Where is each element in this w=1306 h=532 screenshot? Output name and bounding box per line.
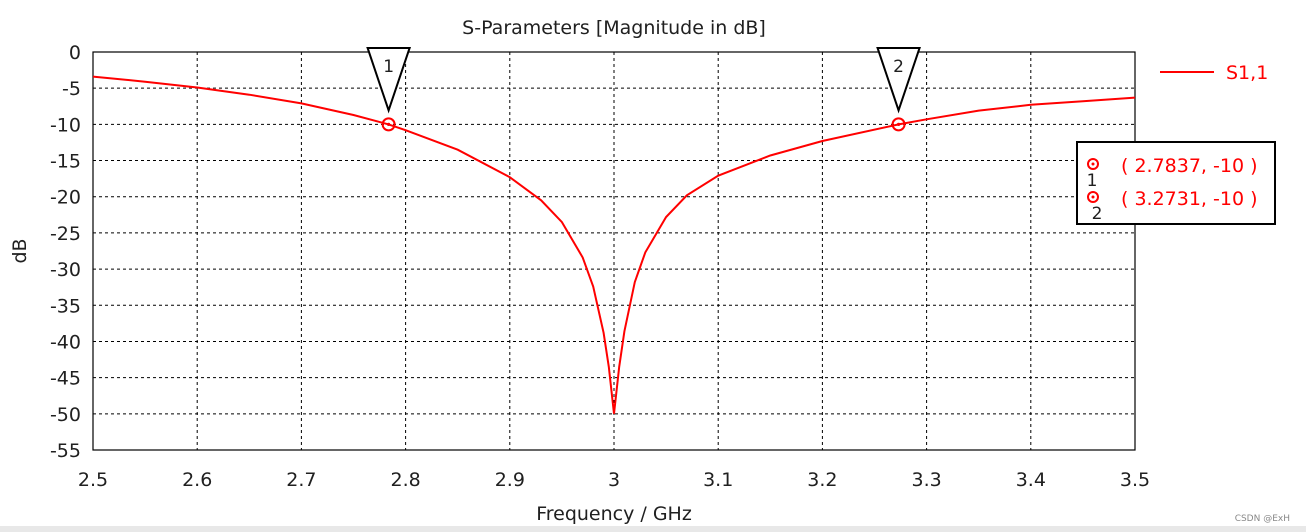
marker-readout-box: 1 ( 2.7837, -10 ) 2 ( 3.2731, -10 ) (1076, 141, 1276, 225)
y-tick-label: -15 (50, 151, 81, 173)
x-tick-label: 3.4 (1016, 469, 1046, 491)
readout-1-value: ( 2.7837, -10 ) (1121, 155, 1258, 177)
x-tick-label: 2.9 (495, 469, 525, 491)
marker-flag-2 (876, 47, 921, 114)
legend-label-s11: S1,1 (1226, 62, 1268, 84)
marker-flag-label-2: 2 (893, 57, 904, 77)
y-tick-label: 0 (69, 42, 81, 64)
readout-2-value: ( 3.2731, -10 ) (1121, 188, 1258, 210)
y-tick-label: -10 (50, 114, 81, 136)
x-axis-ticks: 2.5 2.6 2.7 2.8 2.9 3 3.1 3.2 3.3 3.4 3.5 (78, 469, 1150, 491)
marker-point-2 (891, 117, 906, 132)
x-tick-label: 2.5 (78, 469, 108, 491)
x-tick-label: 2.8 (390, 469, 420, 491)
x-tick-label: 3.2 (807, 469, 837, 491)
marker-readout-frame (1076, 141, 1276, 225)
legend: S1,1 (1160, 62, 1268, 84)
x-tick-label: 3.1 (703, 469, 733, 491)
readout-2-label: 2 (1092, 204, 1103, 224)
plot-area (92, 51, 1136, 451)
y-tick-label: -35 (50, 295, 81, 317)
y-tick-label: -45 (50, 368, 81, 390)
grid-lines (93, 52, 1135, 450)
x-tick-label: 3.3 (911, 469, 941, 491)
y-axis-label: dB (9, 238, 31, 263)
y-axis-ticks: 0 -5 -10 -15 -20 -25 -30 -35 -40 -45 -50 -55 (50, 42, 81, 462)
watermark-text: CSDN @ExH (1235, 514, 1290, 524)
x-axis-label: Frequency / GHz (536, 503, 692, 525)
readout-1-marker-icon (1087, 158, 1099, 170)
marker-flag-label-1: 1 (383, 57, 394, 77)
readout-1-label: 1 (1087, 171, 1098, 191)
y-tick-label: -25 (50, 223, 81, 245)
x-tick-label: 3.5 (1120, 469, 1150, 491)
y-tick-label: -50 (50, 404, 81, 426)
x-tick-label: 3 (608, 469, 620, 491)
y-tick-label: -5 (62, 78, 81, 100)
marker-flag-1 (366, 47, 412, 114)
x-tick-label: 2.7 (286, 469, 316, 491)
y-tick-label: -40 (50, 331, 81, 353)
x-tick-label: 2.6 (182, 469, 212, 491)
y-tick-label: -30 (50, 259, 81, 281)
y-tick-label: -20 (50, 187, 81, 209)
bottom-scroll-strip (0, 526, 1306, 532)
marker-point-1 (381, 117, 396, 132)
marker-point-center-2 (896, 122, 901, 126)
readout-1-marker-dot (1091, 162, 1095, 166)
readout-2-marker-dot (1091, 195, 1095, 199)
readout-2-marker-icon (1087, 191, 1099, 203)
marker-point-center-1 (387, 122, 391, 126)
y-tick-label: -55 (50, 440, 81, 462)
chart-title: S-Parameters [Magnitude in dB] (462, 17, 766, 39)
series-line-s11 (92, 75, 1136, 414)
